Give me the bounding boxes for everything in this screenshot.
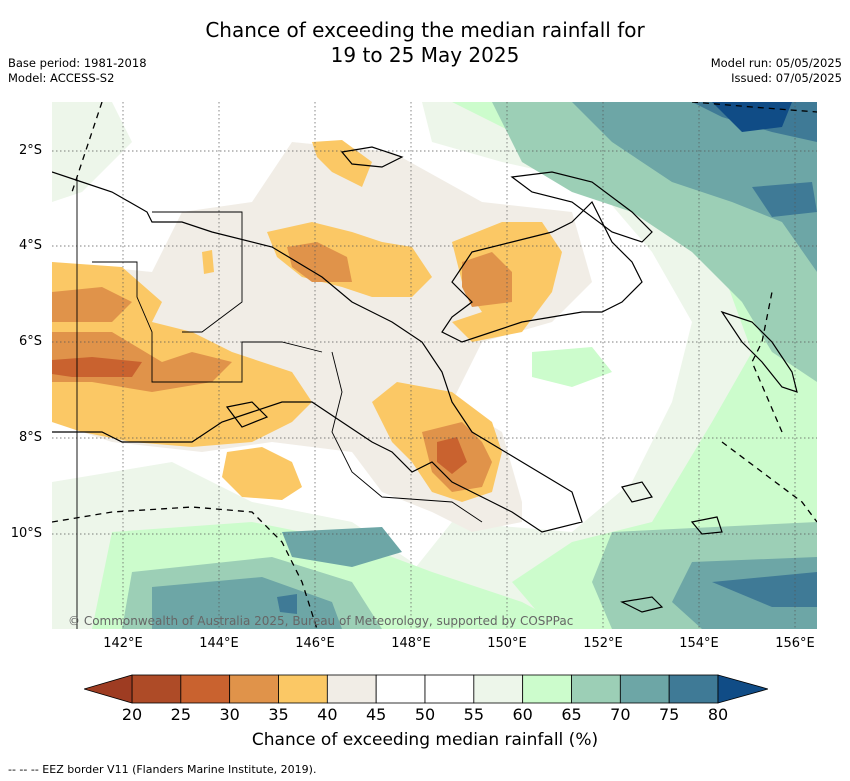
colorbar-tick-label: 55 (463, 705, 485, 724)
lon-label: 146°E (295, 636, 335, 651)
colorbar-high-arrow (717, 674, 768, 704)
dry-contours (52, 140, 562, 502)
colorbar-cell (131, 674, 182, 704)
colorbar-low-arrow (84, 674, 133, 704)
colorbar-cell (522, 674, 572, 704)
coastlines (52, 146, 798, 613)
title-line-1: Chance of exceeding the median rainfall … (205, 18, 645, 42)
lon-label: 156°E (775, 636, 815, 651)
base-period: Base period: 1981-2018 (8, 56, 147, 70)
colorbar-cell (424, 674, 475, 704)
colorbar-label: Chance of exceeding median rainfall (%) (251, 730, 599, 750)
borders (76, 177, 483, 629)
lon-label: 144°E (199, 636, 239, 651)
colorbar-tick-label: 50 (414, 705, 436, 724)
colorbar-tick-label: 65 (561, 705, 582, 724)
colorbar (84, 674, 768, 704)
colorbar-tick-label: 20 (121, 705, 143, 724)
lon-label: 142°E (103, 636, 143, 651)
colorbar-tick-label: 70 (610, 705, 631, 724)
meta-left: Base period: 1981-2018 Model: ACCESS-S2 (8, 56, 147, 86)
lat-label: 8°S (18, 430, 42, 445)
colorbar-cell (571, 674, 621, 704)
colorbar-cell (619, 674, 670, 704)
colorbar-cell (180, 674, 231, 704)
colorbar-tick-label: 80 (707, 705, 729, 724)
model-name: Model: ACCESS-S2 (8, 71, 115, 85)
lon-label: 148°E (391, 636, 431, 651)
colorbar-cell (473, 674, 524, 704)
colorbar-tick-label: 30 (219, 705, 240, 724)
colorbar-cell (375, 674, 426, 704)
model-run: Model run: 05/05/2025 (710, 56, 842, 70)
colorbar-tick-label: 35 (268, 705, 289, 724)
colorbar-cell (229, 674, 279, 704)
colorbar-tick-label: 45 (365, 705, 387, 724)
rainfall-map: © Commonwealth of Australia 2025, Bureau… (52, 102, 817, 629)
meta-right: Model run: 05/05/2025 Issued: 07/05/2025 (711, 56, 842, 86)
map-title: Chance of exceeding the median rainfall … (0, 18, 850, 68)
colorbar-cell (668, 674, 719, 704)
graticule (52, 102, 817, 629)
colorbar-tick-label: 40 (317, 705, 338, 724)
lon-label: 154°E (679, 636, 719, 651)
colorbar-tick-label: 75 (658, 705, 680, 724)
map-svg (52, 102, 817, 629)
colorbar-cell (278, 674, 328, 704)
lon-label: 152°E (583, 636, 623, 651)
eez-border (52, 102, 817, 629)
title-line-2: 19 to 25 May 2025 (330, 43, 520, 67)
lat-label: 2°S (18, 143, 42, 158)
colorbar-tick-label: 60 (512, 705, 533, 724)
lat-label: 10°S (10, 526, 42, 541)
issued-date: Issued: 07/05/2025 (731, 71, 842, 85)
teal-contours (122, 102, 817, 629)
lon-label: 150°E (487, 636, 527, 651)
lat-label: 4°S (18, 238, 42, 253)
colorbar-cells (131, 674, 719, 704)
colorbar-tick-label: 25 (170, 705, 192, 724)
copyright-text: © Commonwealth of Australia 2025, Bureau… (68, 614, 574, 628)
lat-label: 6°S (18, 334, 42, 349)
eez-footnote: -- -- -- EEZ border V11 (Flanders Marine… (8, 763, 317, 776)
colorbar-cell (326, 674, 377, 704)
